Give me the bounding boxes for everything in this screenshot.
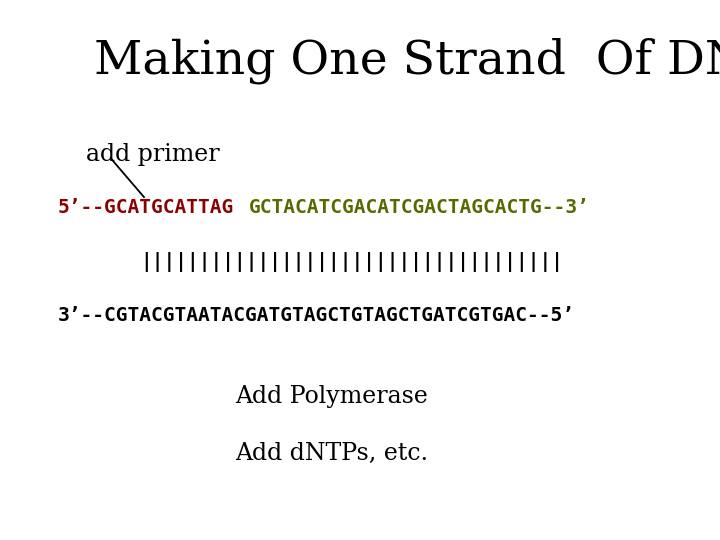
Text: Add dNTPs, etc.: Add dNTPs, etc. (235, 442, 428, 465)
Text: 5’--GCATGCATTAG: 5’--GCATGCATTAG (58, 198, 234, 218)
Text: 3’--CGTACGTAATACGATGTAGCTGTAGCTGATCGTGAC--5’: 3’--CGTACGTAATACGATGTAGCTGTAGCTGATCGTGAC… (58, 306, 575, 326)
Text: Making One Strand  Of DNA: Making One Strand Of DNA (94, 38, 720, 84)
Text: ||||||||||||||||||||||||||||||||||||: |||||||||||||||||||||||||||||||||||| (140, 252, 563, 272)
Text: Add Polymerase: Add Polymerase (235, 386, 428, 408)
Text: add primer: add primer (86, 143, 220, 166)
Text: GCTACATCGACATCGACTAGCACTG--3’: GCTACATCGACATCGACTAGCACTG--3’ (248, 198, 589, 218)
